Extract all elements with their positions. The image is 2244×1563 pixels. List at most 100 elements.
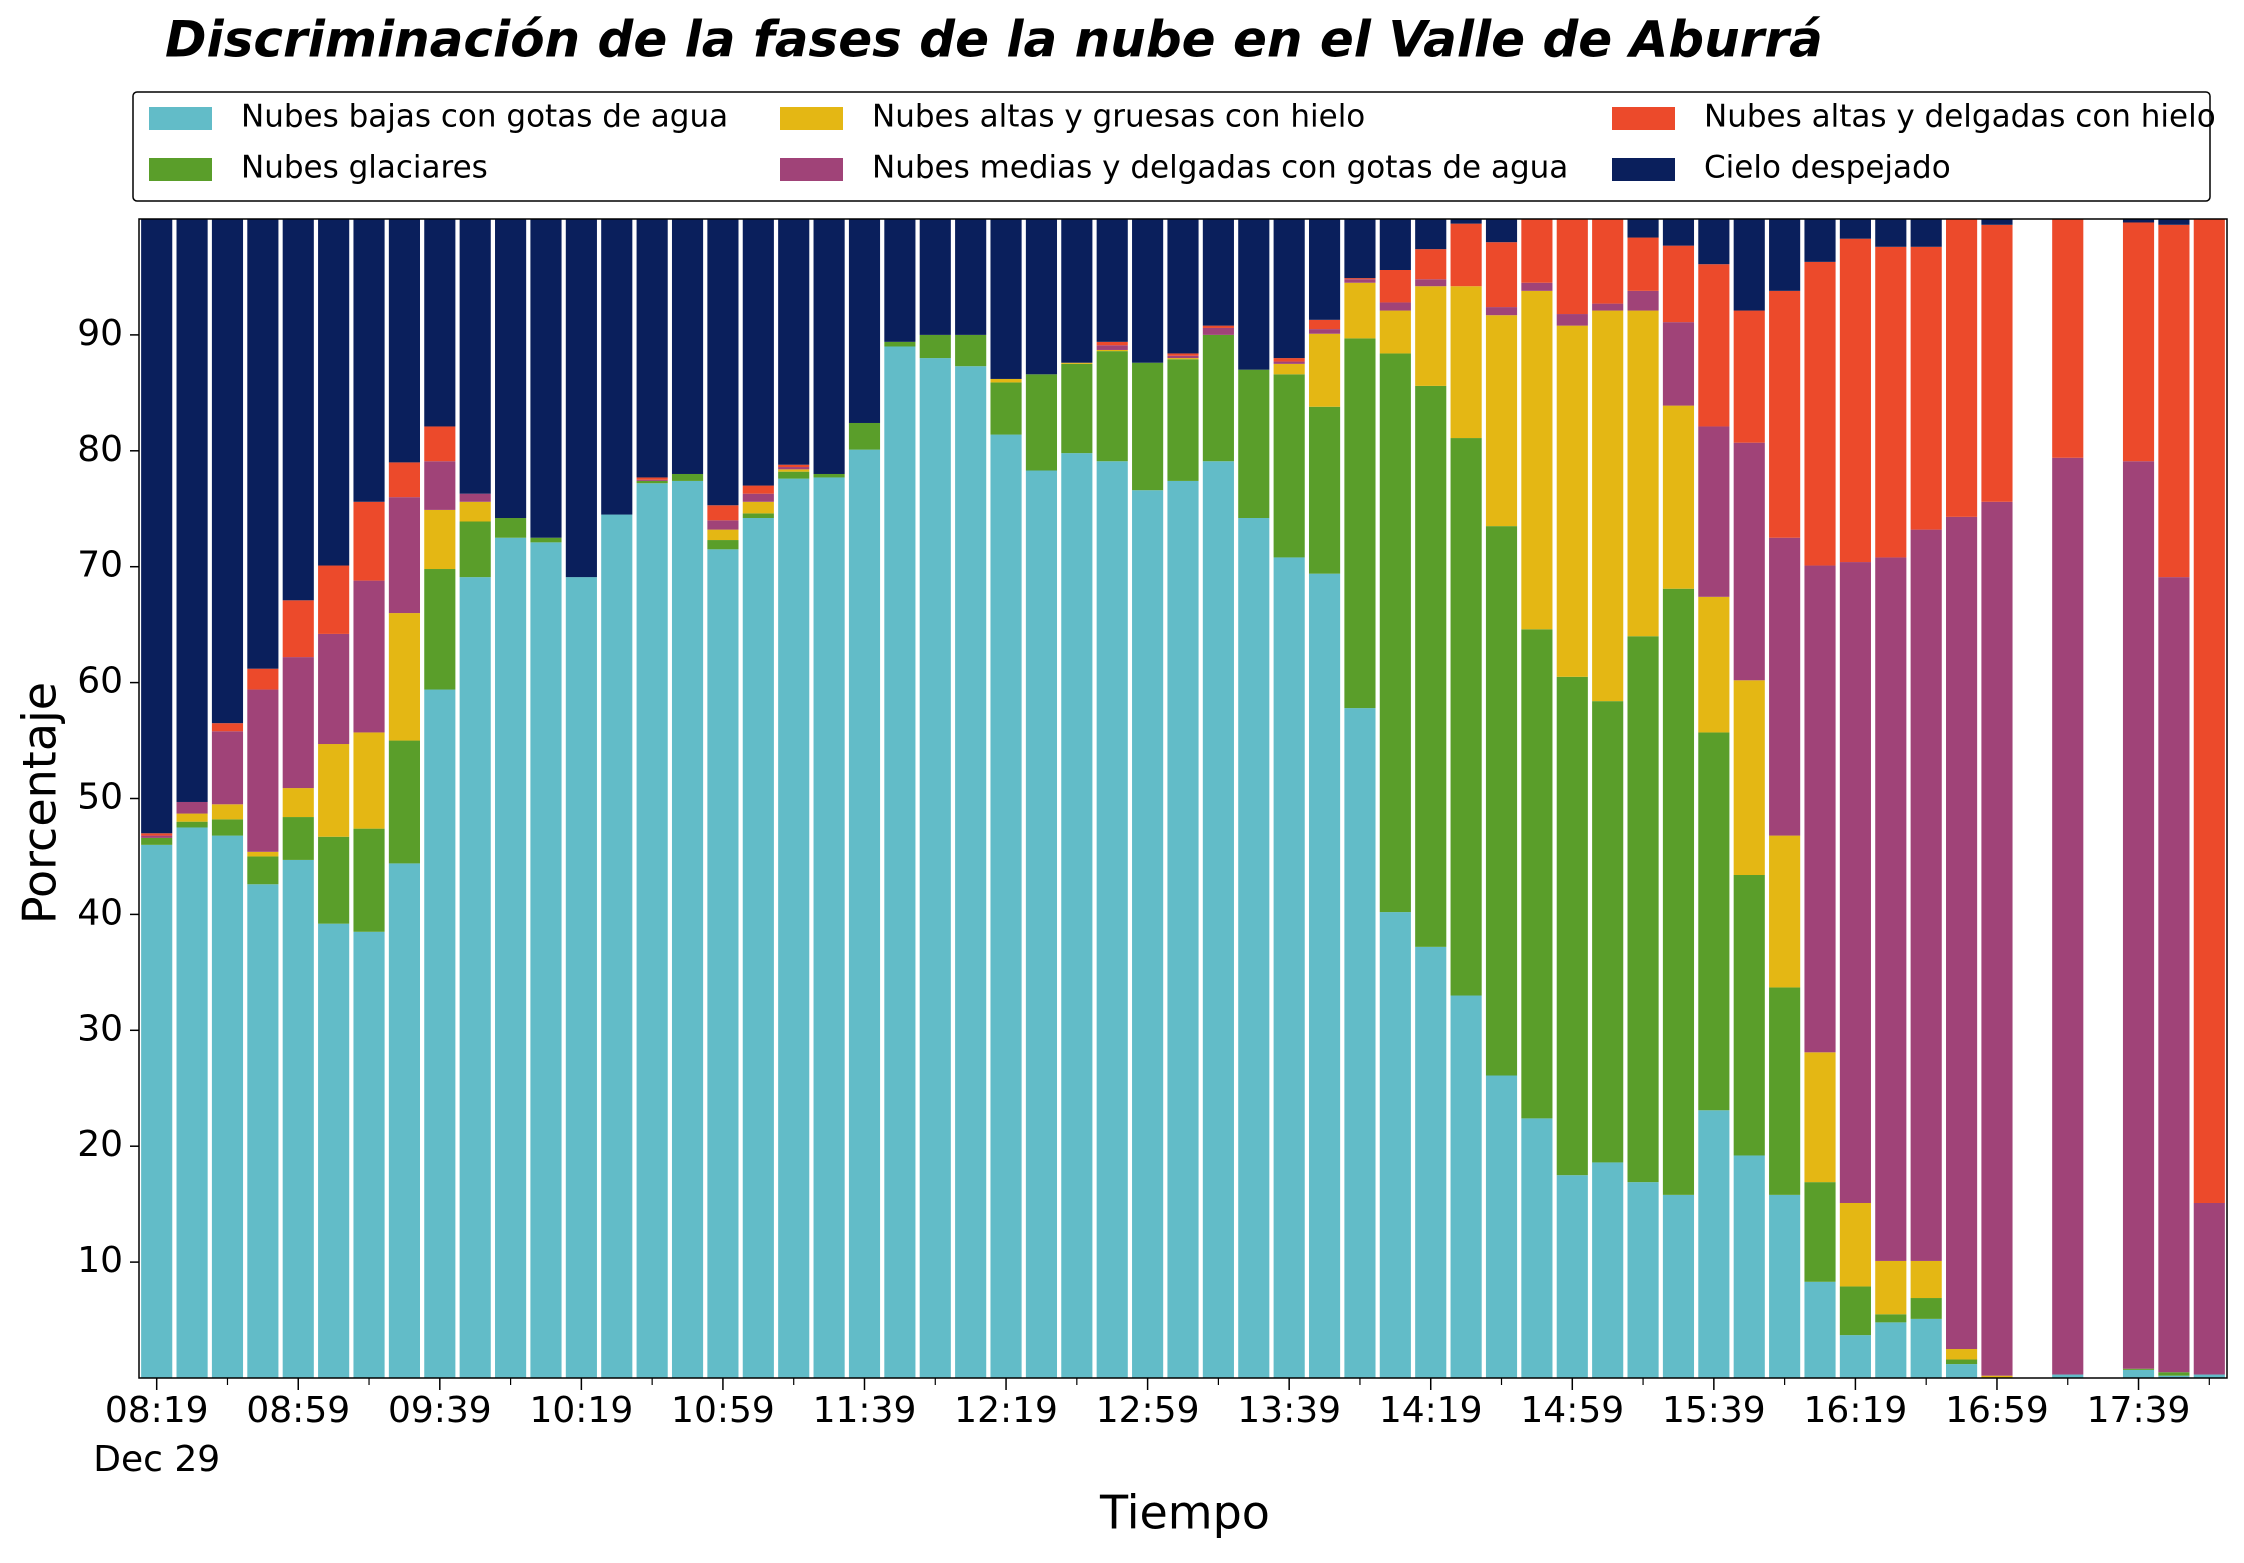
bar-segment — [1662, 322, 1695, 406]
bar-segment — [1733, 680, 1765, 875]
bar-segment — [1662, 245, 1695, 323]
bar-segment — [388, 497, 420, 614]
bar-segment — [2193, 219, 2225, 1203]
bar-segment — [1379, 269, 1411, 303]
bar-segment — [1132, 490, 1164, 1378]
bar-segment — [1627, 636, 1659, 1183]
bar-segment — [530, 219, 562, 538]
bar-segment — [1839, 1335, 1871, 1378]
bar-segment — [1308, 406, 1341, 574]
x-tick-label: 16:59 — [1945, 1390, 2049, 1431]
bar-segment — [1415, 946, 1447, 1378]
bar-segment — [955, 366, 987, 1378]
bar-segment — [1733, 874, 1765, 1156]
bar-segment — [1167, 480, 1199, 1379]
bar-segment — [884, 346, 916, 1378]
bar-segment — [318, 836, 350, 924]
bar-segment — [1556, 1175, 1588, 1378]
bar-segment — [813, 219, 845, 474]
bar-segment — [1379, 912, 1411, 1378]
bar-segment — [1556, 314, 1588, 326]
bar-segment — [424, 219, 456, 427]
bar-segment — [1273, 557, 1305, 1378]
bar-segment — [1804, 1052, 1836, 1183]
x-tick-label: 16:19 — [1804, 1390, 1908, 1431]
bar-segment — [1167, 353, 1199, 356]
bar-segment — [1662, 588, 1695, 1195]
x-tick-label: 12:19 — [954, 1390, 1058, 1431]
bar-segment — [459, 493, 491, 502]
bar-segment — [176, 821, 208, 828]
bar-segment — [1946, 1349, 1978, 1360]
legend-box — [132, 91, 2211, 202]
bar-segment — [530, 537, 562, 543]
x-tick-label: 13:39 — [1237, 1390, 1341, 1431]
bar-segment — [1415, 286, 1447, 386]
bar-segment — [1627, 219, 1659, 238]
bar-segment — [247, 668, 279, 690]
bar-segment — [388, 462, 420, 498]
bar-segment — [1450, 223, 1482, 287]
bar-segment — [1485, 242, 1518, 308]
chart-title: Discriminación de la fases de la nube en… — [165, 11, 1823, 69]
y-tick-label: 20 — [77, 1124, 123, 1165]
bar-segment — [1875, 1260, 1907, 1315]
bar-segment — [176, 827, 208, 1378]
bar-segment — [1698, 732, 1730, 1111]
bar-segment — [742, 513, 774, 519]
bar-segment — [2122, 219, 2155, 223]
bar-segment — [778, 467, 810, 470]
bar-segment — [388, 740, 420, 864]
bar-segment — [1910, 1298, 1942, 1319]
bar-segment — [1132, 362, 1164, 491]
bar-segment — [1875, 557, 1907, 1261]
bar-segment — [1662, 219, 1695, 246]
bar-segment — [1804, 219, 1836, 262]
bar-segment — [2158, 1375, 2190, 1378]
bar-segment — [1344, 708, 1376, 1378]
y-tick-label: 10 — [77, 1240, 123, 1281]
bar-segment — [1238, 219, 1270, 370]
bar-segment — [1379, 310, 1411, 354]
bar-segment — [1485, 307, 1518, 316]
bar-segment — [1733, 1155, 1765, 1378]
bar-segment — [1415, 219, 1447, 250]
bar-segment — [1627, 237, 1659, 291]
bar-segment — [671, 473, 704, 481]
bar-segment — [2193, 1374, 2225, 1378]
bar-segment — [565, 219, 597, 578]
x-tick-label: 14:59 — [1520, 1390, 1624, 1431]
bar-segment — [707, 505, 739, 521]
bar-segment — [1273, 363, 1305, 375]
bar-segment — [141, 833, 173, 836]
y-tick-label: 90 — [77, 313, 123, 354]
bar-segment — [707, 520, 739, 530]
bar-segment — [1521, 282, 1553, 291]
bar-segment — [1415, 249, 1447, 280]
bar-segment — [1096, 341, 1128, 346]
bar-segment — [601, 219, 633, 515]
bar-segment — [1521, 290, 1553, 630]
bar-segment — [530, 542, 562, 1378]
bar-segment — [318, 565, 350, 634]
bar-segment — [176, 801, 208, 814]
x-tick-label: 17:39 — [2087, 1390, 2191, 1431]
bar-segment — [495, 518, 527, 538]
bar-segment — [318, 219, 350, 566]
bar-segment — [1981, 224, 2013, 502]
bar-segment — [1485, 219, 1518, 243]
bar-segment — [1485, 315, 1518, 527]
bar-segment — [1839, 219, 1871, 239]
bar-segment — [1096, 349, 1128, 352]
bar-segment — [1804, 1281, 1836, 1378]
bar-segment — [1910, 529, 1942, 1261]
bar-segment — [1698, 264, 1730, 427]
x-axis-label: Tiempo — [1099, 1486, 1270, 1540]
bar-segment — [1308, 319, 1341, 330]
bar-segment — [1804, 261, 1836, 566]
legend-label: Nubes glaciares — [241, 150, 488, 186]
bar-segment — [1415, 385, 1447, 947]
legend-swatch — [780, 107, 843, 130]
bar-segment — [1698, 219, 1730, 265]
